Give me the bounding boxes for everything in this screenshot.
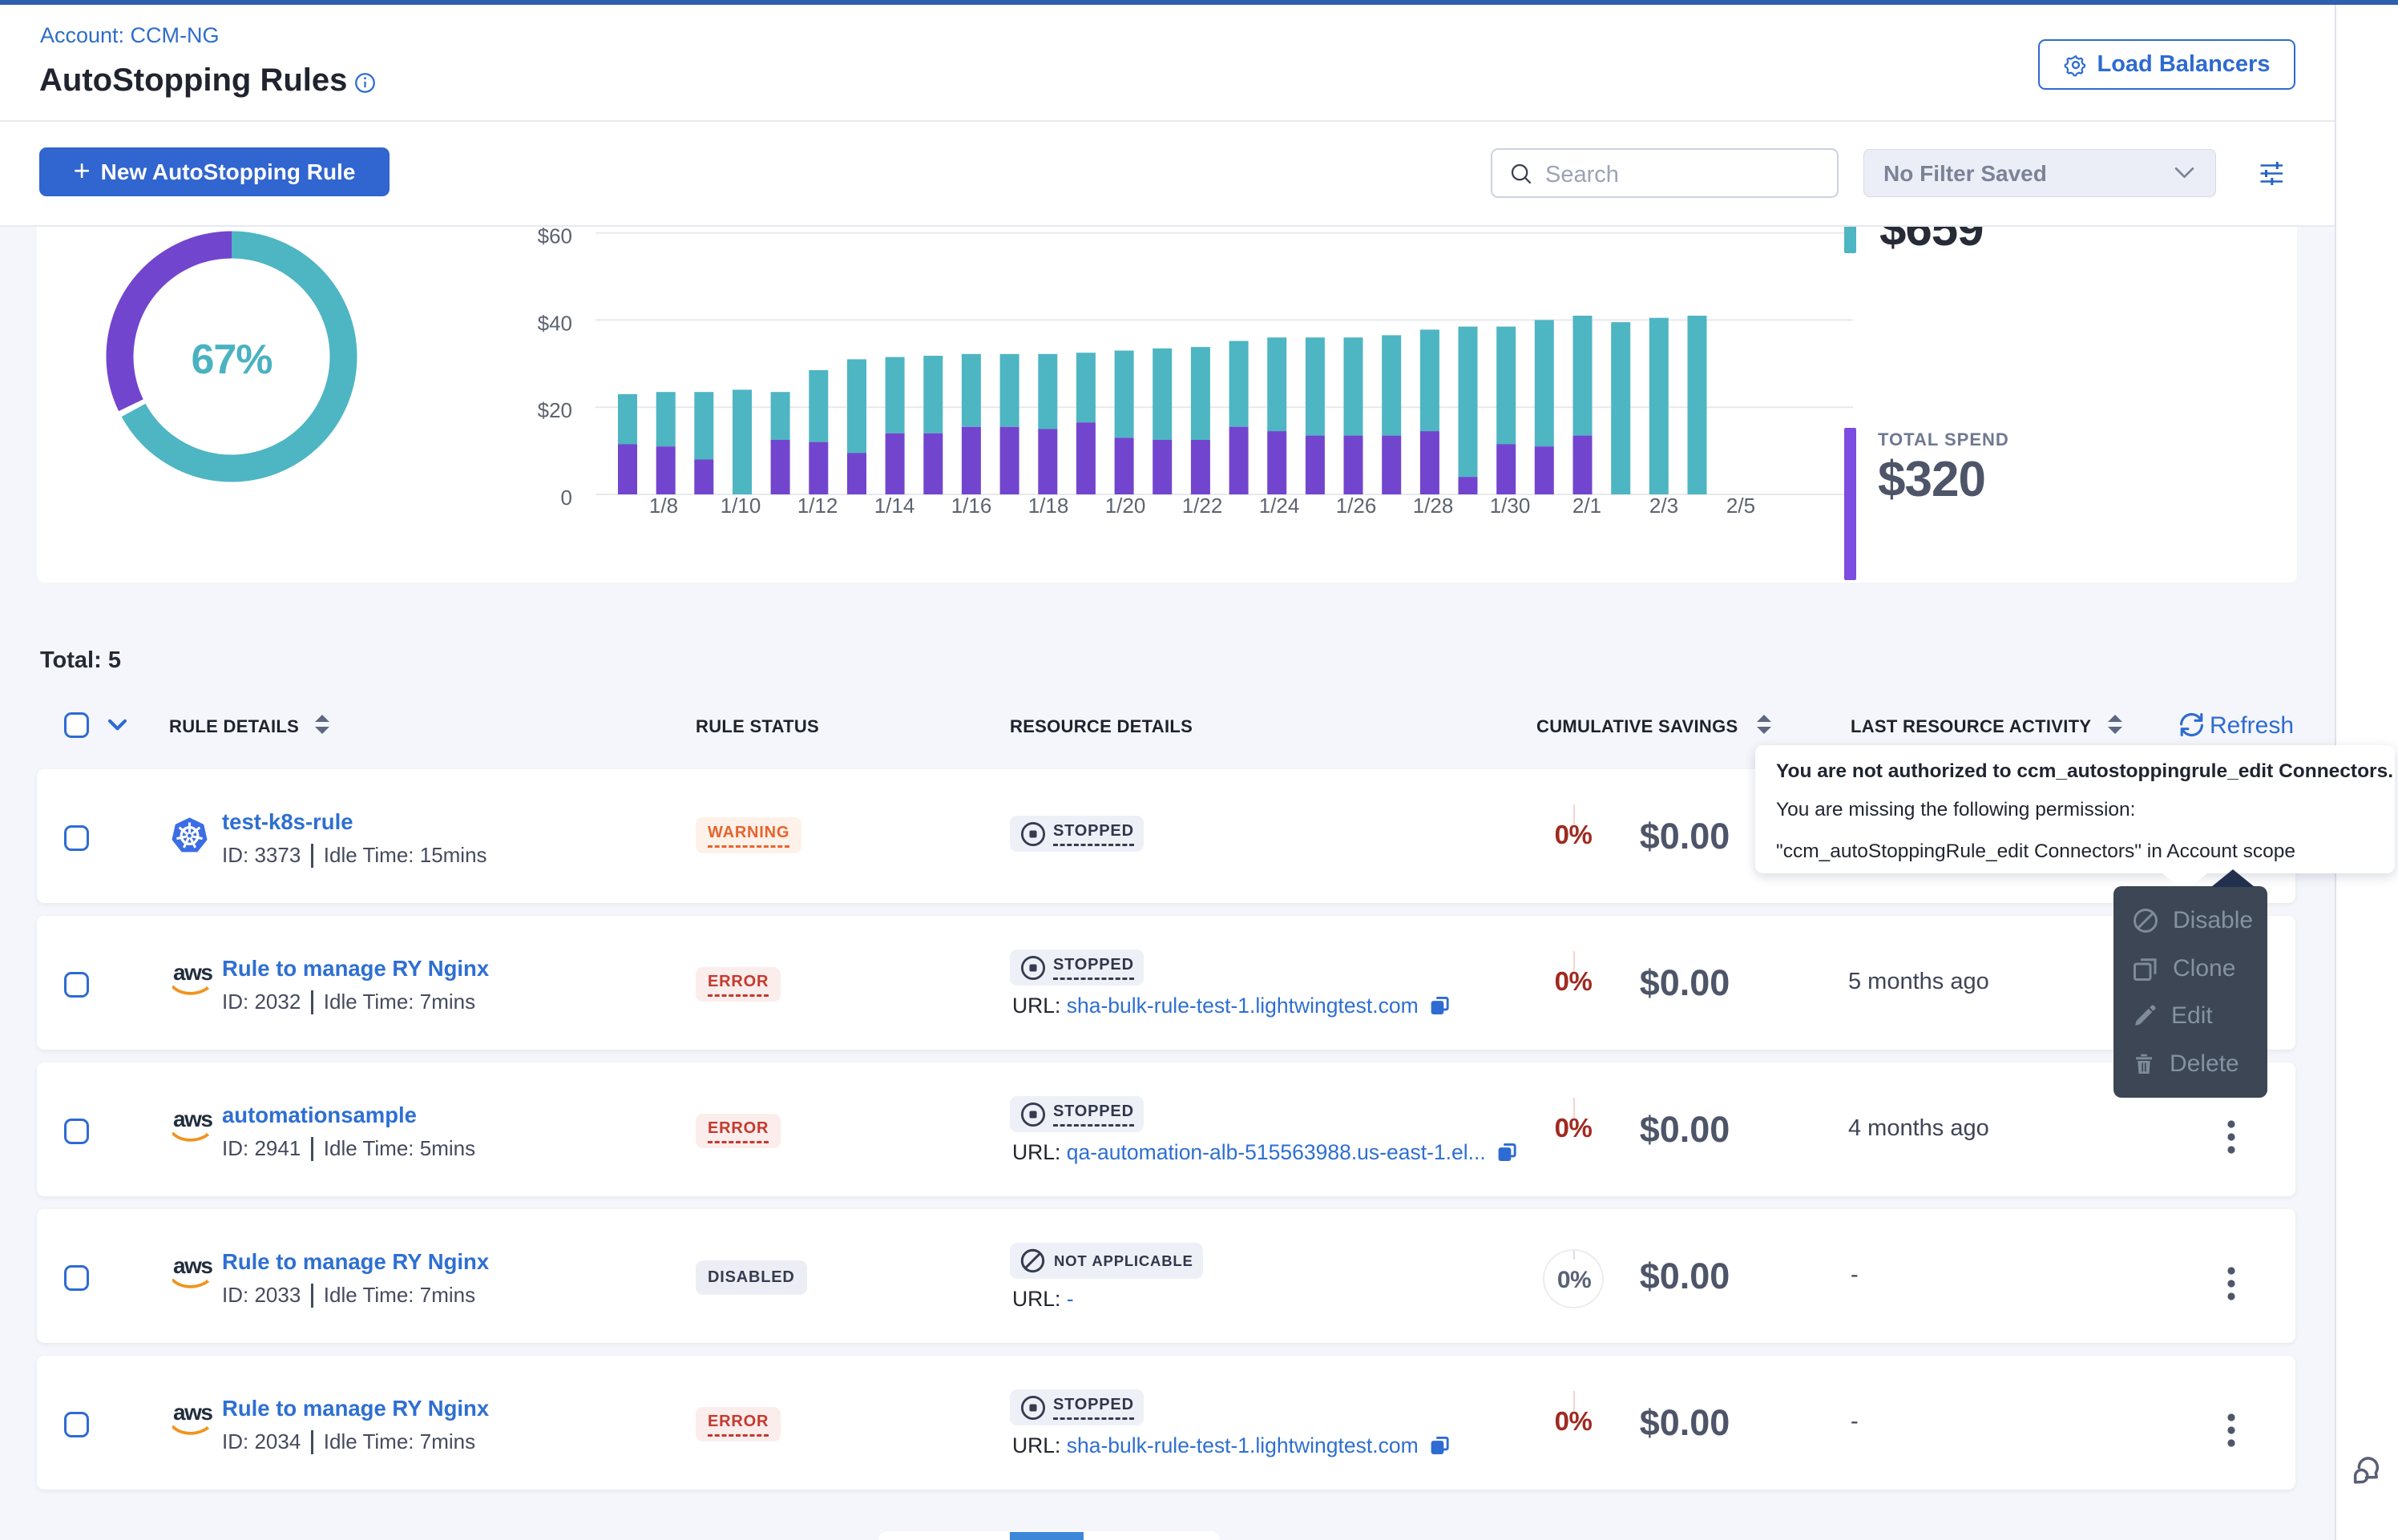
svg-text:1/12: 1/12 (797, 494, 838, 518)
svg-text:1/30: 1/30 (1490, 494, 1531, 518)
svg-text:67%: 67% (191, 337, 272, 383)
svg-text:$40: $40 (538, 311, 572, 335)
svg-text:1/22: 1/22 (1182, 494, 1223, 518)
svg-text:1/18: 1/18 (1028, 494, 1069, 518)
svg-text:1/26: 1/26 (1336, 494, 1377, 518)
svg-text:2/5: 2/5 (1726, 494, 1755, 518)
svg-text:0: 0 (561, 486, 572, 510)
svg-text:1/14: 1/14 (874, 494, 915, 518)
svg-text:1/24: 1/24 (1259, 494, 1300, 518)
svg-text:$20: $20 (538, 398, 572, 422)
svg-text:1/16: 1/16 (951, 494, 992, 518)
svg-text:$60: $60 (538, 227, 572, 248)
svg-text:1/10: 1/10 (721, 494, 761, 518)
svg-text:1/28: 1/28 (1413, 494, 1454, 518)
svg-text:1/20: 1/20 (1105, 494, 1146, 518)
svg-text:2/3: 2/3 (1649, 494, 1678, 518)
svg-text:2/1: 2/1 (1572, 494, 1601, 518)
svg-text:1/8: 1/8 (649, 494, 678, 518)
